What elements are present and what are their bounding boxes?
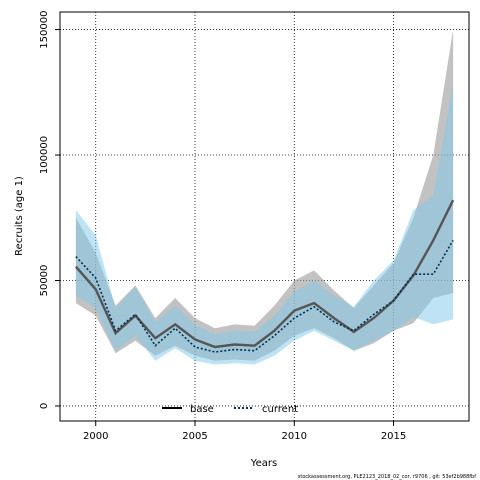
- x-tick-label: 2005: [182, 431, 207, 442]
- legend-label-base: base: [190, 404, 214, 415]
- x-tick-label: 2010: [282, 431, 307, 442]
- x-tick-label: 2015: [381, 431, 406, 442]
- legend-label-current: current: [262, 404, 298, 415]
- x-axis: 2000 2005 2010 2015: [83, 421, 406, 442]
- gridlines: [60, 12, 469, 421]
- x-tick-label: 2000: [83, 431, 108, 442]
- y-axis-title: Recruits (age 1): [14, 176, 25, 256]
- legend: base current: [162, 404, 298, 415]
- series-lines: [74, 199, 455, 353]
- y-axis: 0 50000 100000 150000: [39, 11, 60, 409]
- plot-frame: [59, 11, 470, 422]
- y-tick-label: 50000: [39, 265, 50, 297]
- footer-text: stockassessment.org, PLE2123_2018_02_cor…: [298, 474, 476, 480]
- series-line-current: [75, 239, 454, 353]
- x-axis-title: Years: [250, 458, 277, 469]
- y-tick-label: 150000: [39, 11, 50, 49]
- y-tick-label: 100000: [39, 136, 50, 174]
- confidence-band-current: [75, 84, 454, 365]
- y-tick-label: 0: [39, 403, 50, 409]
